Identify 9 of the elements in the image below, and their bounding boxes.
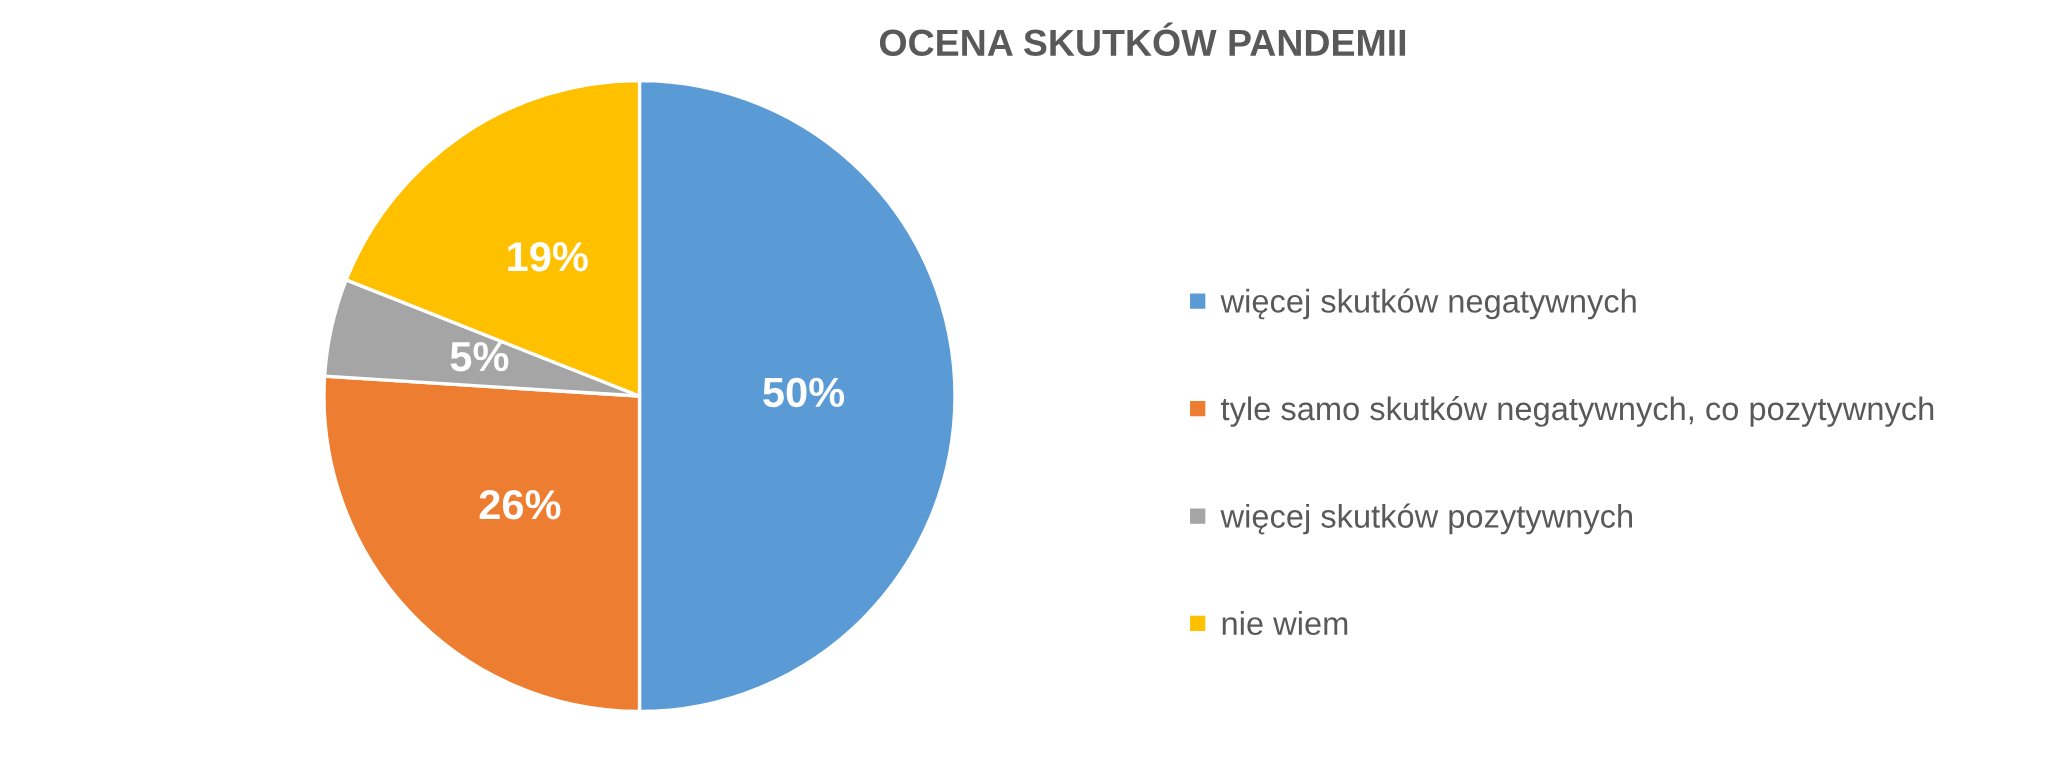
chart-title: OCENA SKUTKÓW PANDEMII — [879, 22, 1406, 57]
legend-label: więcej skutków pozytywnych — [1220, 503, 1632, 535]
data-label: 19% — [508, 241, 588, 272]
legend-label: nie wiem — [1222, 611, 1348, 636]
legend-label: więcej skutków negatywnych — [1220, 288, 1636, 320]
data-label: 5% — [450, 342, 509, 372]
data-label: 26% — [479, 489, 561, 520]
data-label: 50% — [763, 377, 845, 408]
legend-label: tyle samo skutków negatywnych, co pozytywnych — [1221, 396, 1934, 427]
